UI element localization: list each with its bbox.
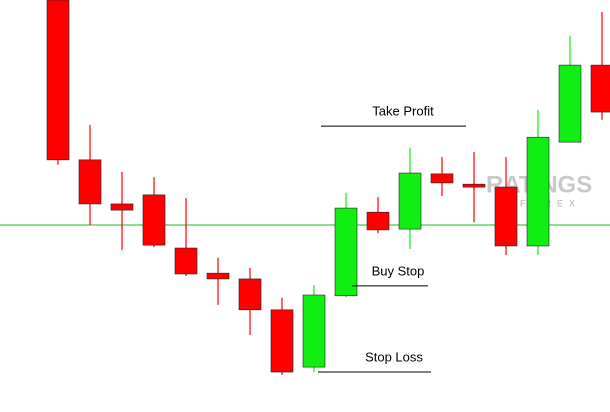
candle-body (590, 64, 610, 113)
candle-body (430, 173, 454, 184)
candle-body (142, 194, 166, 246)
candle-body (526, 136, 550, 247)
candle-body (110, 203, 134, 211)
candle-body (558, 64, 582, 143)
annotation-label: Stop Loss (365, 349, 423, 364)
candle-body (174, 247, 198, 275)
candle-body (334, 207, 358, 297)
candle-body (238, 278, 262, 311)
candle-body (270, 309, 294, 373)
candle-body (206, 272, 230, 280)
annotation-label: Buy Stop (372, 263, 425, 278)
candle-body (462, 183, 486, 188)
candle-body (366, 211, 390, 231)
candle-body (78, 159, 102, 205)
candle-body (398, 172, 422, 230)
annotation-label: Take Profit (372, 104, 434, 119)
candle-body (302, 294, 326, 368)
candle-body (46, 0, 70, 161)
candle-body (494, 186, 518, 247)
